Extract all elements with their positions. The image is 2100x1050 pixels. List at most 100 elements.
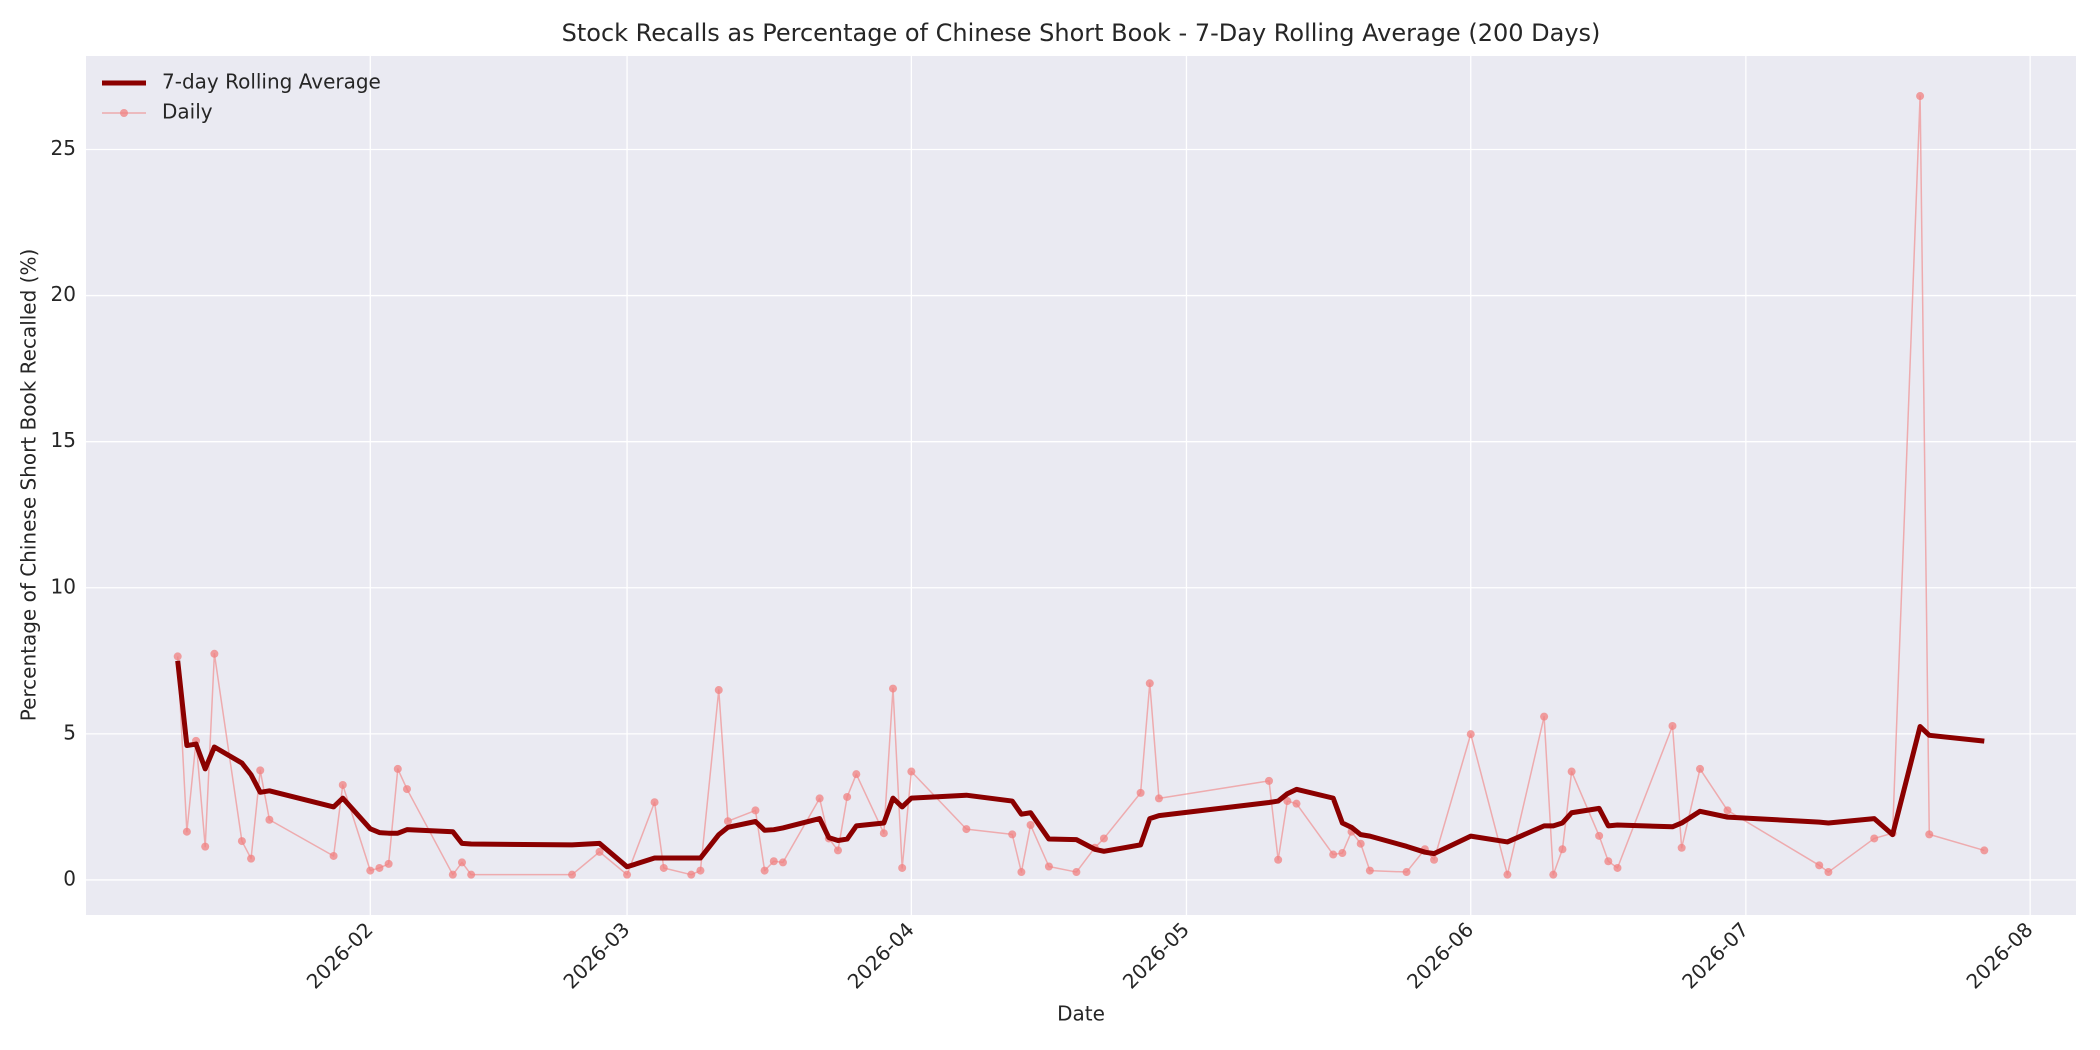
data-point xyxy=(1980,846,1989,855)
legend-marker xyxy=(120,109,128,117)
data-point xyxy=(265,815,274,824)
x-tick-label: 2026-03 xyxy=(558,917,634,993)
data-point xyxy=(1558,845,1567,854)
data-point xyxy=(448,870,457,879)
data-point xyxy=(1466,730,1475,739)
data-point xyxy=(769,857,778,866)
data-point xyxy=(182,827,191,836)
data-point xyxy=(1677,843,1686,852)
data-point xyxy=(907,767,916,776)
data-point xyxy=(1008,830,1017,839)
data-point xyxy=(1567,767,1576,776)
data-point xyxy=(1815,861,1824,870)
data-point xyxy=(1696,764,1705,773)
y-tick-label: 10 xyxy=(51,574,76,598)
grid xyxy=(86,56,2076,915)
data-point xyxy=(256,766,265,775)
data-point xyxy=(1430,855,1439,864)
data-point xyxy=(1595,831,1604,840)
data-point xyxy=(1044,862,1053,871)
data-point xyxy=(393,764,402,773)
data-point xyxy=(778,858,787,867)
y-tick-label: 20 xyxy=(51,282,76,306)
data-point xyxy=(1292,799,1301,808)
y-axis-label: Percentage of Chinese Short Book Recalle… xyxy=(17,249,41,722)
data-point xyxy=(329,851,338,860)
data-point xyxy=(1549,870,1558,879)
data-point xyxy=(1870,834,1879,843)
data-point xyxy=(1540,712,1549,721)
data-point xyxy=(696,866,705,875)
marks xyxy=(173,92,1989,879)
data-point xyxy=(201,842,210,851)
data-point xyxy=(1723,806,1732,815)
data-point xyxy=(1613,863,1622,872)
data-point xyxy=(1668,721,1677,730)
x-tick-label: 2026-05 xyxy=(1118,917,1194,993)
data-point xyxy=(714,686,723,695)
data-point xyxy=(843,792,852,801)
data-point xyxy=(402,785,411,794)
data-point xyxy=(366,866,375,875)
data-point xyxy=(457,858,466,867)
y-tick-label: 15 xyxy=(51,428,76,452)
data-point xyxy=(1329,850,1338,859)
data-point xyxy=(1026,821,1035,830)
y-tick-label: 0 xyxy=(63,866,76,890)
x-tick-label: 2026-04 xyxy=(843,917,919,993)
data-point xyxy=(237,837,246,846)
y-tick-label: 25 xyxy=(51,136,76,160)
data-point xyxy=(852,770,861,779)
data-point xyxy=(1274,855,1283,864)
data-point xyxy=(1925,830,1934,839)
data-point xyxy=(687,870,696,879)
data-point xyxy=(962,825,971,834)
data-point xyxy=(659,863,668,872)
y-tick-label: 5 xyxy=(63,720,76,744)
data-point xyxy=(1503,870,1512,879)
data-point xyxy=(1824,868,1833,877)
data-point xyxy=(1264,776,1273,785)
data-point xyxy=(760,866,769,875)
data-point xyxy=(1154,794,1163,803)
data-point xyxy=(1402,868,1411,877)
chart-title: Stock Recalls as Percentage of Chinese S… xyxy=(562,19,1601,47)
data-point xyxy=(879,829,888,838)
plot-area xyxy=(86,56,2076,915)
data-point xyxy=(650,798,659,807)
x-tick-label: 2026-07 xyxy=(1677,917,1753,993)
data-point xyxy=(210,649,219,658)
legend-label: Daily xyxy=(162,100,213,124)
x-axis-label: Date xyxy=(1057,1002,1105,1026)
data-point xyxy=(1338,849,1347,858)
data-point xyxy=(815,794,824,803)
data-point xyxy=(384,859,393,868)
data-point xyxy=(623,870,632,879)
data-point xyxy=(1072,868,1081,877)
legend-label: 7-day Rolling Average xyxy=(162,70,381,94)
data-point xyxy=(467,870,476,879)
data-point xyxy=(595,847,604,856)
x-tick-label: 2026-02 xyxy=(302,917,378,993)
data-point xyxy=(898,863,907,872)
x-tick-label: 2026-08 xyxy=(1962,917,2038,993)
data-point xyxy=(833,846,842,855)
data-point xyxy=(889,684,898,693)
data-point xyxy=(1145,679,1154,688)
series-line xyxy=(176,95,1985,876)
data-point xyxy=(723,817,732,826)
series-line xyxy=(175,660,1985,870)
data-point xyxy=(1099,834,1108,843)
data-point xyxy=(751,806,760,815)
data-point xyxy=(1604,857,1613,866)
data-point xyxy=(173,652,182,661)
x-tick-label: 2026-06 xyxy=(1402,917,1478,993)
data-point xyxy=(1916,92,1925,101)
data-point xyxy=(1356,839,1365,848)
data-point xyxy=(247,854,256,863)
data-point xyxy=(338,780,347,789)
data-point xyxy=(1017,868,1026,877)
data-point xyxy=(1365,866,1374,875)
data-point xyxy=(375,863,384,872)
